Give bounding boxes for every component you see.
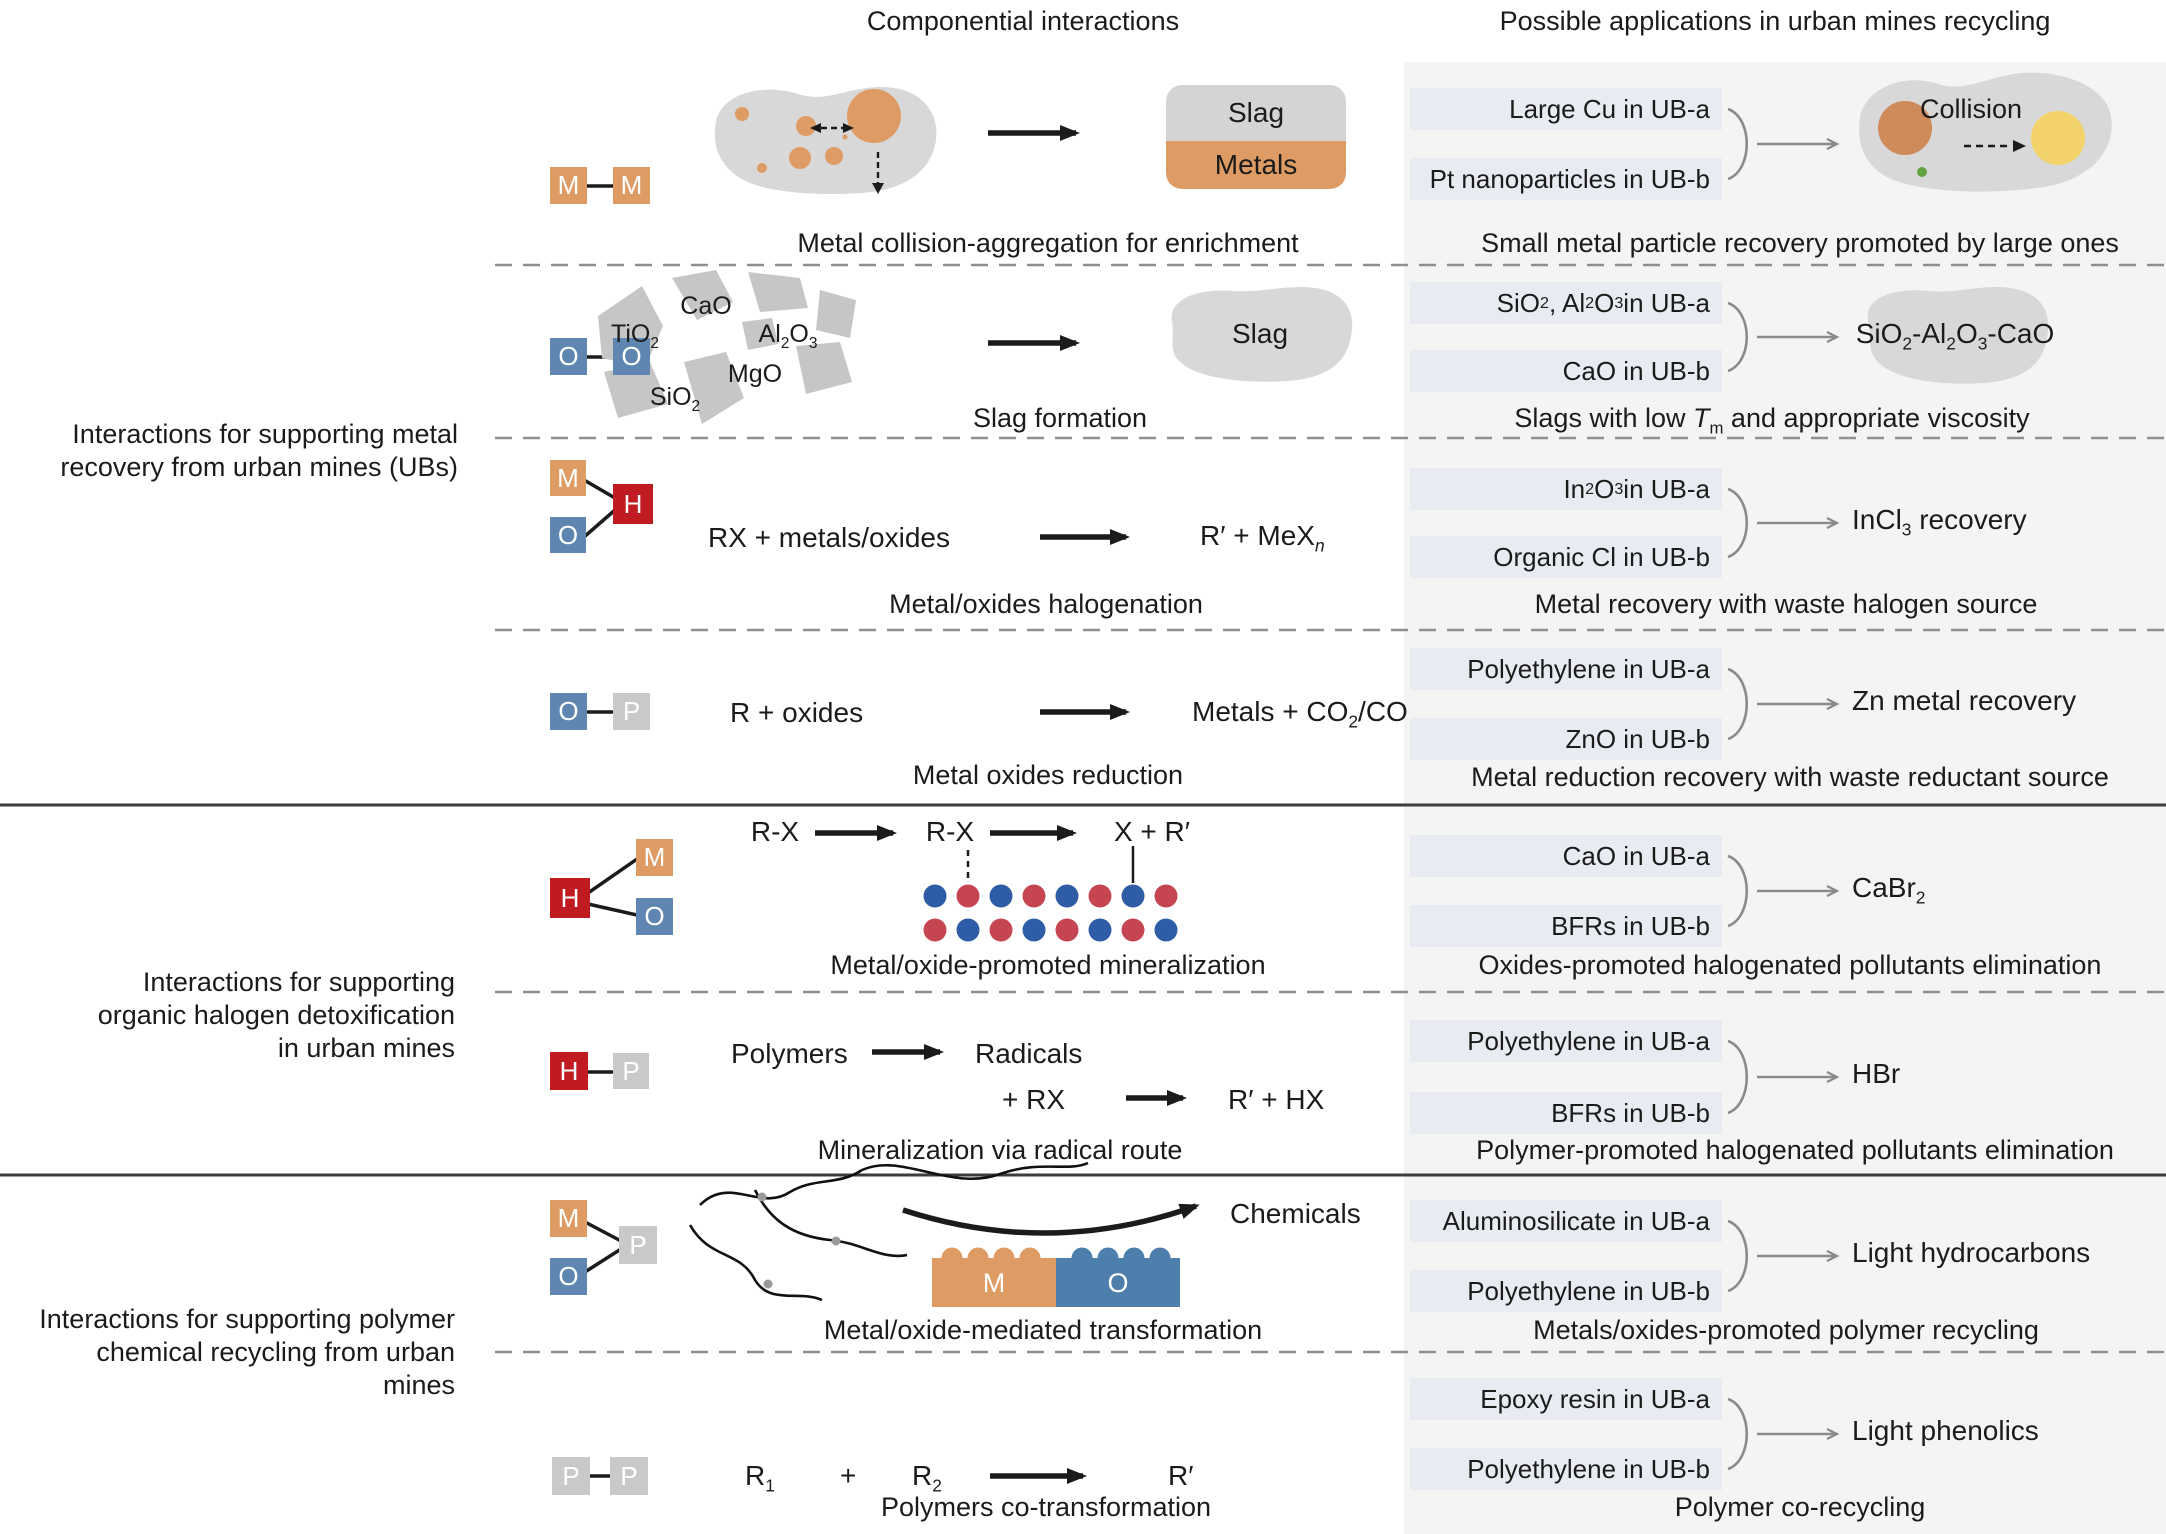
header-componential: Componential interactions (866, 6, 1180, 36)
oxide-label: MgO (727, 360, 783, 388)
app-item-b: BFRs in UB-b (1410, 1092, 1722, 1134)
oxide-icon: O (636, 898, 673, 935)
row-caption: Mineralization via radical route (817, 1135, 1183, 1165)
app-caption: Metal reduction recovery with waste redu… (1471, 762, 2109, 792)
slag-layer: Slag (1166, 85, 1346, 141)
metal-particles-blob (714, 86, 937, 194)
oxide-icon: O (550, 517, 586, 553)
row-caption: Metal/oxide-mediated transformation (823, 1315, 1263, 1345)
row-caption: Metal/oxide-promoted mineralization (830, 950, 1266, 980)
app-result: InCl3 recovery (1852, 504, 2027, 540)
app-caption: Small metal particle recovery promoted b… (1481, 228, 2119, 258)
app-caption: Polymer-promoted halogenated pollutants … (1476, 1135, 2114, 1165)
curved-arrow (902, 1203, 1200, 1236)
app-result: Light phenolics (1852, 1415, 2039, 1446)
halogen-icon: H (613, 484, 653, 524)
polymer-icon: P (613, 693, 650, 730)
app-item-b: CaO in UB-b (1410, 350, 1722, 392)
section-label-metal-recovery: Interactions for supporting metal recover… (60, 419, 458, 482)
equation-r2: R2 (912, 1460, 942, 1496)
metal-block-label: M (982, 1268, 1006, 1298)
oxide-block-label: O (1107, 1268, 1129, 1298)
app-item-a: Aluminosilicate in UB-a (1410, 1200, 1722, 1242)
app-item-b: Polyethylene in UB-b (1410, 1448, 1722, 1490)
equation-left: RX + metals/oxides (708, 522, 950, 553)
app-caption: Slags with low Tm and appropriate viscos… (1514, 403, 2030, 438)
app-result: Light hydrocarbons (1852, 1237, 2091, 1268)
oxide-label: Al2O3 (758, 320, 818, 352)
polymer-polymer-icon: P (610, 1457, 648, 1495)
oxide-icon: O (550, 693, 587, 730)
metal-metal-icon: M (613, 167, 650, 204)
app-item-a: Epoxy resin in UB-a (1410, 1378, 1722, 1420)
metals-layer: Metals (1166, 141, 1346, 189)
row-caption: Metal/oxides halogenation (889, 589, 1203, 619)
header-applications: Possible applications in urban mines rec… (1499, 6, 2051, 36)
equation-rx2: R-X (925, 816, 975, 847)
equation-radicals: Radicals (975, 1038, 1083, 1069)
icon-bond-lines (582, 184, 638, 1478)
app-result: CaBr2 (1852, 872, 1926, 908)
row-caption: Metal collision-aggregation for enrichme… (797, 228, 1299, 258)
oxide-label: CaO (680, 292, 732, 320)
polymer-icon: P (613, 1053, 649, 1089)
slag-label: Slag (1231, 318, 1289, 349)
chemicals-label: Chemicals (1230, 1198, 1361, 1229)
app-result: Zn metal recovery (1852, 685, 2077, 716)
row-caption: Slag formation (972, 403, 1148, 433)
app-item-b: Organic Cl in UB-b (1410, 536, 1722, 578)
equation-right: Metals + CO2/CO (1192, 696, 1408, 732)
app-item-a: Polyethylene in UB-a (1410, 1020, 1722, 1062)
app-item-a: Polyethylene in UB-a (1410, 648, 1722, 690)
app-item-a: In 2 O 3 in UB-a (1410, 468, 1722, 510)
app-caption: Polymer co-recycling (1674, 1492, 1926, 1522)
metal-icon: M (550, 1200, 587, 1237)
equation-right: R′ + MeXn (1200, 520, 1325, 556)
slag-metals-box: Slag Metals (1166, 85, 1346, 189)
halogen-icon: H (550, 1052, 588, 1090)
app-result: Collision (1920, 94, 2023, 124)
equation-polymers: Polymers (731, 1038, 848, 1069)
equation-left: R + oxides (730, 697, 864, 728)
app-caption: Oxides-promoted halogenated pollutants e… (1478, 950, 2102, 980)
app-result: HBr (1852, 1058, 1901, 1089)
oxide-oxide-icon: O (550, 338, 587, 375)
equation-rx1: R-X (750, 816, 800, 847)
app-item-a: SiO 2, Al 2 O 3 in UB-a (1410, 282, 1722, 324)
app-item-b: Pt nanoparticles in UB-b (1410, 158, 1722, 200)
app-item-a: CaO in UB-a (1410, 835, 1722, 877)
app-item-b: Polyethylene in UB-b (1410, 1270, 1722, 1312)
equation-r1: R1 (745, 1460, 775, 1496)
equation-plus-rx: + RX (1002, 1084, 1066, 1115)
section-label-halogen-detox: Interactions for supporting organic halog… (97, 967, 455, 1063)
metal-oxide-block (932, 1247, 1180, 1307)
app-caption: Metal recovery with waste halogen source (1534, 589, 2038, 619)
metal-icon: M (550, 460, 586, 496)
metal-metal-icon: M (550, 167, 587, 204)
equation-products: X + R′ (1113, 816, 1191, 847)
oxide-label: TiO2 (611, 320, 659, 352)
oxide-label: SiO2 (649, 383, 701, 415)
equation-r-hx: R′ + HX (1228, 1084, 1325, 1115)
squiggle-joints (757, 1192, 841, 1289)
polymer-polymer-icon: P (552, 1457, 590, 1495)
metal-icon: M (636, 839, 673, 876)
oxide-oxide-icon: O (613, 338, 650, 375)
polymer-icon: P (619, 1226, 657, 1264)
row-caption: Metal oxides reduction (912, 760, 1184, 790)
app-caption: Metals/oxides-promoted polymer recycling (1533, 1315, 2039, 1345)
app-result: SiO2-Al2O3-CaO (1855, 318, 2055, 354)
app-item-b: ZnO in UB-b (1410, 718, 1722, 760)
section-label-polymer-recycling: Interactions for supporting polymer chemi… (39, 1304, 455, 1400)
equation-rprime: R′ (1168, 1460, 1194, 1491)
app-item-b: BFRs in UB-b (1410, 905, 1722, 947)
polymer-squiggles (688, 1161, 1089, 1302)
mineralization-lattice (923, 846, 1178, 942)
oxide-icon: O (550, 1258, 587, 1295)
app-item-a: Large Cu in UB-a (1410, 88, 1722, 130)
row-caption: Polymers co-transformation (880, 1492, 1212, 1522)
equation-plus: + (840, 1460, 857, 1491)
halogen-icon: H (550, 878, 590, 918)
